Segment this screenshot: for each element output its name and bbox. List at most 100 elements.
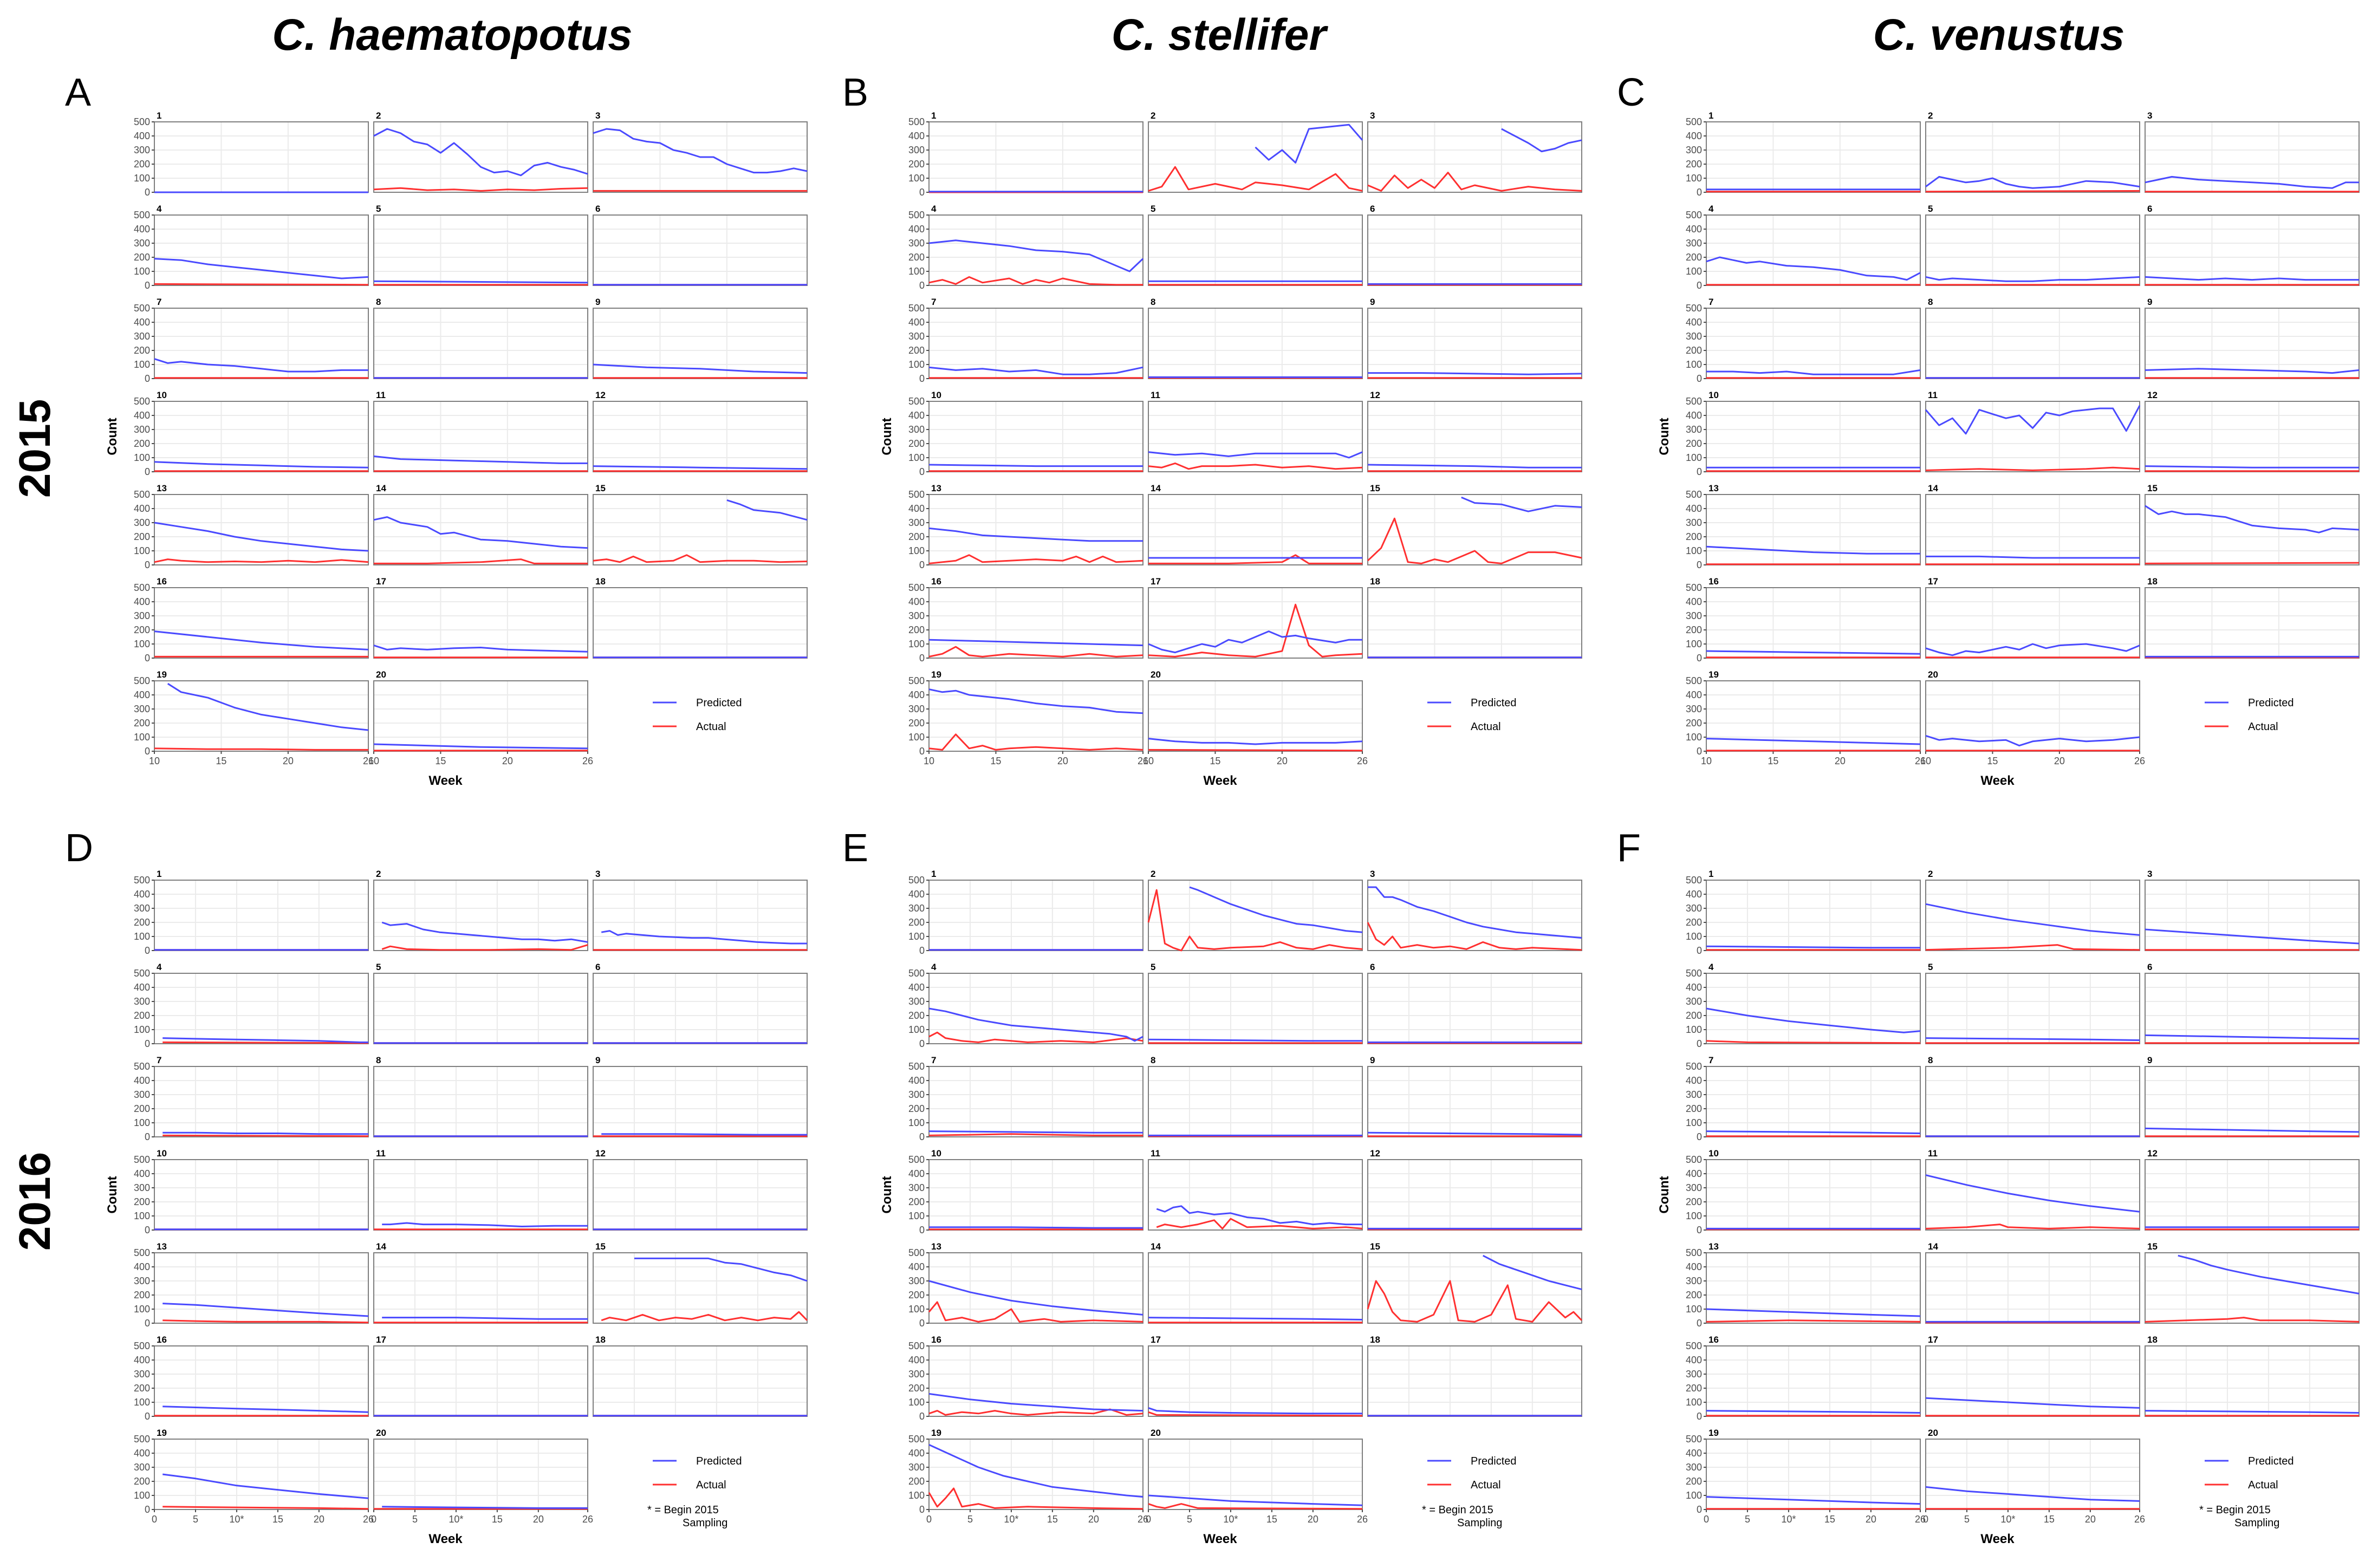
y-tick-label: 300 [1686,1369,1702,1380]
y-tick-label: 100 [908,173,925,184]
x-tick-label: 15 [2044,1514,2055,1525]
x-tick-label: 26 [2134,1514,2145,1525]
subplot-7: 7 0 100 200 300 400 500 [908,1055,1143,1142]
x-tick-label: 15 [272,1514,283,1525]
subplot-background [154,401,368,472]
subplot-label: 1 [1708,869,1713,879]
x-tick-label: 26 [2134,756,2145,766]
y-tick-label: 300 [134,704,150,714]
subplot-17: 17 [373,576,588,659]
subplot-border [928,1345,1143,1417]
subplot-background [1148,401,1362,472]
y-tick-label: 200 [908,345,925,356]
y-tick-label: 300 [1686,704,1702,714]
subplot-background [1706,1160,1920,1230]
y-tick-label: 500 [1686,1154,1702,1165]
y-tick-label: 500 [1686,489,1702,500]
subplot-background [593,588,807,658]
x-tick-label: 5 [1745,1514,1750,1525]
subplot-label: 8 [1151,297,1155,307]
subplot-13: 13 0 100 200 300 400 500 [1686,1241,1921,1329]
subplot-label: 18 [1370,1335,1380,1345]
x-tick-label: 10 [1143,756,1154,766]
subplot-background [374,495,588,565]
subplot-13: 13 0 100 200 300 400 500 [134,483,369,570]
subplot-background [1148,880,1362,951]
y-tick-label: 400 [134,1448,150,1459]
subplot-9: 9 [2145,1055,2360,1137]
x-tick-label: 20 [1088,1514,1099,1525]
subplot-background [1926,1439,2140,1510]
subplot-20: 20 10 15 20 26 [1920,669,2145,766]
subplot-background [929,401,1143,472]
subplot-background [929,880,1143,951]
legend-predicted-label: Predicted [1471,1455,1517,1467]
y-tick-label: 300 [134,238,150,249]
x-tick-label: 20 [2085,1514,2096,1525]
subplot-7: 7 0 100 200 300 400 500 [134,1055,369,1142]
y-tick-label: 300 [134,331,150,342]
subplot-label: 13 [931,1241,941,1252]
x-tick-label: 0 [371,1514,376,1525]
subplot-label: 17 [376,1335,386,1345]
y-tick-label: 100 [1686,1304,1702,1315]
y-tick-label: 400 [908,689,925,700]
y-tick-label: 500 [1686,1434,1702,1445]
subplot-background [1926,1160,2140,1230]
actual-line [2145,1317,2360,1323]
x-tick-label: 26 [582,756,593,766]
y-tick-label: 0 [145,746,150,757]
subplot-3: 3 [593,110,808,193]
y-tick-label: 200 [134,917,150,928]
y-tick-label: 100 [1686,452,1702,463]
panel-letter-c: C [1617,71,1645,114]
legend-actual-label: Actual [696,1479,726,1491]
subplot-background [1706,1439,1920,1510]
legend-predicted-label: Predicted [1471,697,1517,709]
actual-line [928,276,1143,286]
subplot-label: 6 [1370,204,1375,214]
y-tick-label: 300 [134,145,150,155]
subplot-14: 14 [1148,483,1363,565]
subplot-19: 19 0 100 200 300 400 500 10 15 20 26 [134,669,374,766]
subplot-background [1706,122,1920,192]
subplot-label: 3 [2147,869,2152,879]
subplot-label: 15 [1370,1241,1380,1252]
predicted-line [1925,1037,2140,1041]
y-tick-label: 300 [1686,424,1702,435]
y-tick-label: 400 [1686,889,1702,900]
y-tick-label: 300 [134,996,150,1007]
actual-line [928,1301,1143,1323]
y-tick-label: 300 [1686,517,1702,528]
legend-note-line2: Sampling [683,1517,727,1529]
actual-line [1148,1503,1363,1510]
y-tick-label: 100 [908,1397,925,1408]
y-tick-label: 200 [134,345,150,356]
subplot-label: 11 [1151,390,1160,400]
y-tick-label: 500 [1686,1247,1702,1258]
subplot-15: 15 [1367,1241,1583,1324]
subplot-label: 3 [1370,110,1375,121]
predicted-line [1706,650,1921,655]
subplot-6: 6 [2145,204,2360,286]
subplot-2: 2 [1925,110,2140,193]
y-tick-label: 500 [908,210,925,220]
subplot-background [154,1253,368,1323]
subplot-20: 20 0 5 10* 15 20 26 [1923,1428,2145,1525]
legend-note: * = Begin 2015 [2199,1504,2271,1516]
y-tick-label: 400 [1686,410,1702,421]
subplot-background [1368,880,1582,951]
y-tick-label: 200 [1686,1010,1702,1021]
x-tick-label: 10 [1701,756,1712,766]
y-tick-label: 300 [134,1182,150,1193]
y-tick-label: 100 [134,1024,150,1035]
predicted-line [928,639,1143,647]
subplot-14: 14 [373,483,588,565]
subplot-border [373,494,588,565]
predicted-line [1706,1410,1921,1414]
legend-predicted-label: Predicted [696,697,742,709]
subplot-label: 19 [157,1428,167,1438]
subplot-17: 17 [1148,1335,1363,1417]
